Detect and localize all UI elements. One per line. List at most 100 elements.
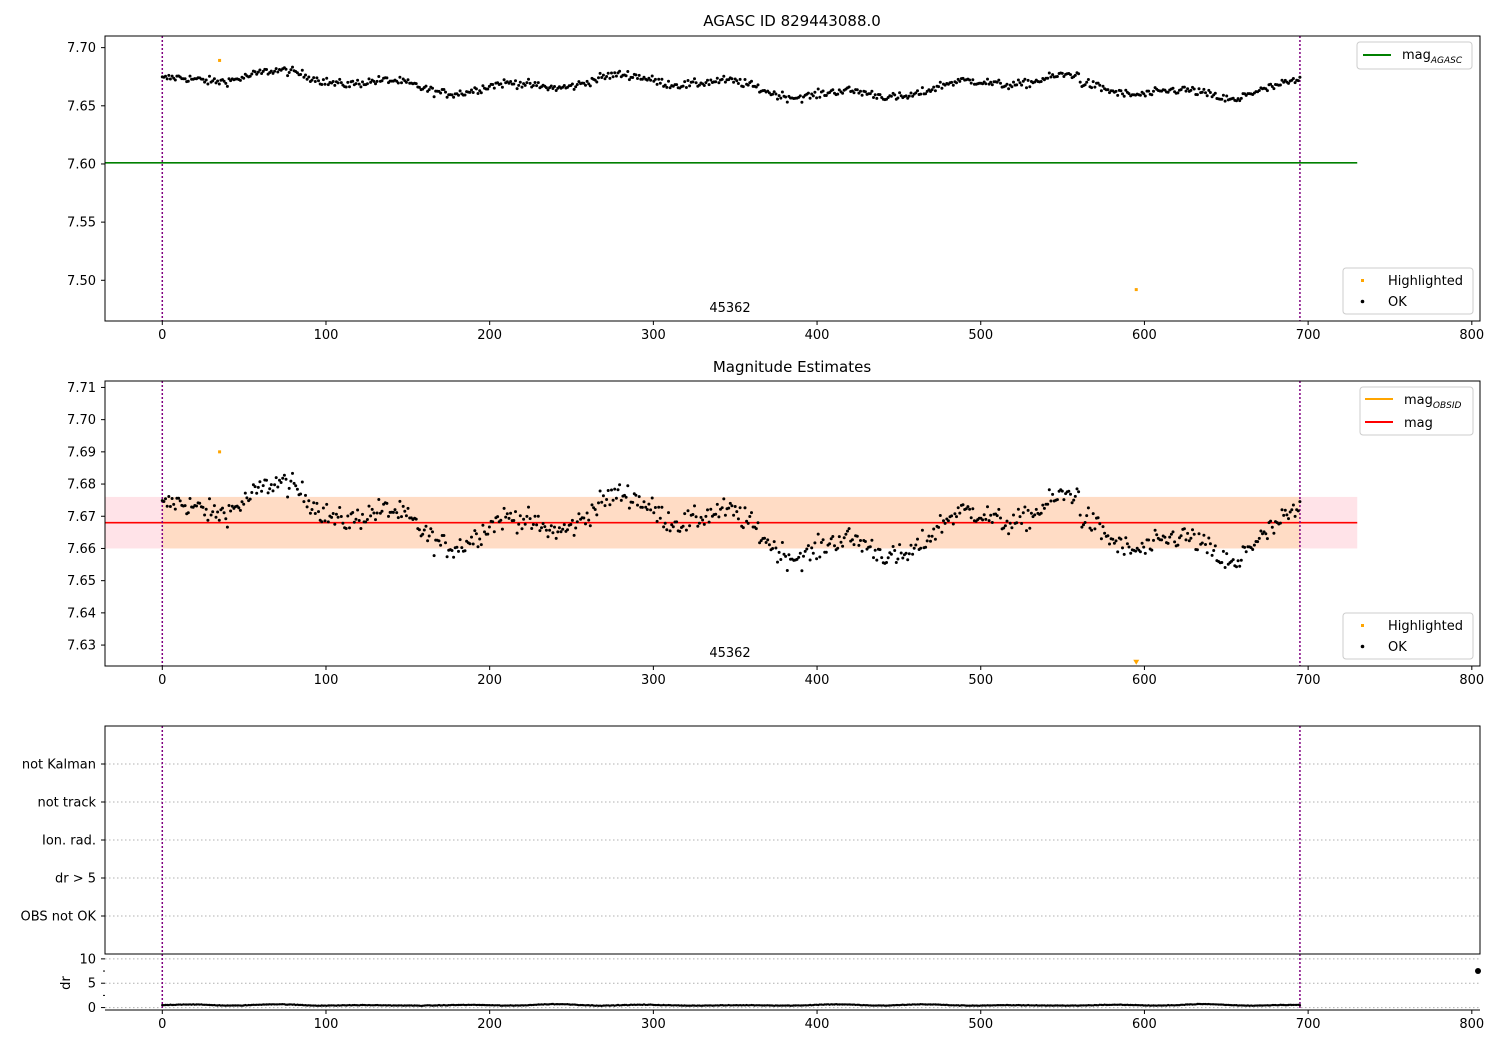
- dr-x-tick-label: 0: [158, 1017, 166, 1032]
- ok-point: [925, 539, 929, 543]
- ok-point: [375, 79, 379, 83]
- ok-point: [172, 502, 176, 506]
- ok-point: [624, 74, 628, 78]
- x-tick-label: 500: [968, 673, 993, 688]
- dr-point: [885, 1004, 888, 1007]
- ok-point: [780, 90, 784, 94]
- ok-point: [735, 79, 739, 83]
- ok-point: [813, 90, 817, 94]
- ok-point: [818, 555, 822, 559]
- flag-label: OBS not OK: [21, 910, 97, 925]
- ok-point: [531, 523, 535, 526]
- ok-point: [723, 80, 727, 84]
- ok-point: [396, 81, 400, 85]
- ok-point: [1298, 500, 1302, 504]
- ok-point: [829, 537, 833, 541]
- ok-point: [502, 506, 506, 510]
- ok-point: [357, 519, 361, 522]
- ok-point: [348, 85, 351, 89]
- ok-point: [1090, 528, 1094, 532]
- ok-point: [274, 67, 278, 71]
- legend-swatch-highlighted: [1361, 279, 1364, 282]
- ok-point: [730, 77, 734, 81]
- ok-point: [808, 96, 812, 100]
- x-tick-label: 100: [314, 328, 339, 343]
- x-tick-label: 800: [1459, 673, 1484, 688]
- dr-point: [276, 1003, 279, 1006]
- legend-entry-highlighted: Highlighted: [1388, 274, 1463, 289]
- ok-point: [431, 86, 434, 90]
- ok-point: [427, 88, 431, 92]
- dr-point: [1233, 1004, 1237, 1007]
- dr-y-tick-label: 0: [88, 1001, 96, 1016]
- ok-point: [403, 509, 407, 513]
- ok-point: [699, 515, 703, 519]
- ok-point: [878, 93, 882, 97]
- ok-point: [933, 537, 937, 541]
- ok-point: [514, 510, 517, 514]
- ok-point: [779, 96, 783, 100]
- ok-point: [286, 495, 290, 499]
- ok-point: [377, 75, 381, 78]
- ok-point: [398, 75, 402, 79]
- ok-point: [600, 500, 604, 504]
- ok-point: [1208, 91, 1212, 94]
- ok-point: [1124, 536, 1128, 540]
- ok-point: [951, 522, 955, 526]
- ok-point: [278, 478, 281, 482]
- ok-point: [313, 512, 317, 515]
- ok-point: [806, 544, 810, 548]
- ok-point: [543, 525, 547, 529]
- ok-point: [1244, 550, 1248, 554]
- ok-point: [1152, 89, 1155, 93]
- ok-point: [1140, 541, 1144, 545]
- dr-point: [1256, 1004, 1259, 1007]
- ok-point: [1221, 549, 1225, 553]
- ok-point: [177, 496, 181, 500]
- ok-point: [585, 511, 589, 515]
- ok-point: [514, 79, 517, 83]
- ok-point: [660, 77, 664, 81]
- ok-point: [889, 552, 893, 556]
- ok-point: [776, 97, 779, 101]
- dr-point: [571, 1003, 574, 1006]
- y-tick-label: 7.70: [67, 413, 96, 428]
- ok-point: [779, 558, 783, 561]
- ok-point: [986, 77, 989, 81]
- ok-point: [1197, 87, 1201, 91]
- ok-point: [893, 549, 897, 552]
- x-tick-label: 300: [641, 673, 666, 688]
- dr-x-tick-label: 100: [314, 1017, 339, 1032]
- dr-point: [784, 1004, 787, 1007]
- ok-point: [377, 498, 381, 501]
- dr-point: [932, 1003, 935, 1006]
- ok-point: [990, 521, 994, 524]
- dr-point: [854, 1003, 857, 1007]
- ok-point: [544, 86, 548, 90]
- ok-point: [691, 80, 695, 84]
- dr-point: [211, 1004, 214, 1007]
- ok-point: [1150, 548, 1154, 552]
- ok-point: [982, 513, 986, 517]
- ok-point: [1060, 489, 1064, 493]
- ok-point: [364, 520, 368, 524]
- magnitude-axes-frame: [104, 380, 1481, 667]
- ok-point: [932, 85, 936, 89]
- ok-point: [904, 94, 908, 98]
- ok-point: [315, 76, 319, 80]
- ok-point: [457, 93, 460, 97]
- ok-point: [1021, 511, 1025, 515]
- ok-point: [1291, 77, 1295, 80]
- y-tick-label: 7.63: [67, 639, 96, 654]
- ok-point: [481, 84, 485, 88]
- dr-point: [506, 1004, 509, 1007]
- ok-point: [837, 535, 841, 539]
- ok-point: [204, 78, 208, 82]
- ok-point: [393, 508, 397, 512]
- dr-point: [1280, 1003, 1284, 1007]
- dr-point: [234, 1004, 237, 1007]
- ok-point: [616, 488, 620, 492]
- ok-point: [1026, 78, 1030, 82]
- ok-point: [1072, 498, 1076, 502]
- ok-point: [429, 527, 433, 531]
